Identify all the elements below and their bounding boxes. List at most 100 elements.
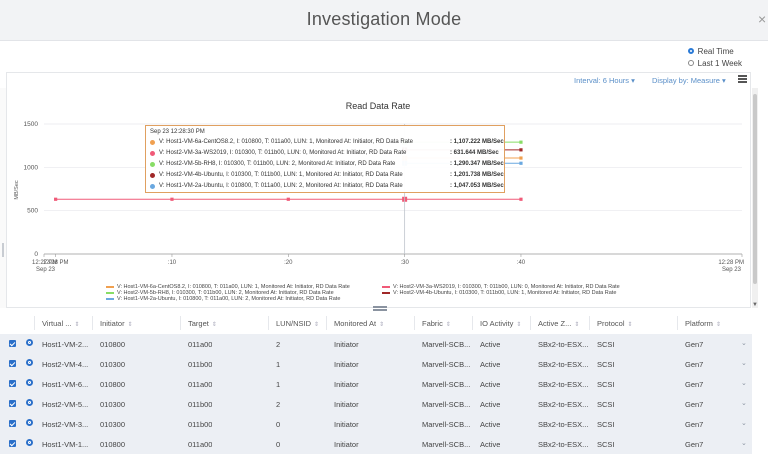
row-checkbox[interactable]	[9, 440, 16, 447]
data-point[interactable]	[519, 161, 523, 165]
legend-swatch-icon	[106, 297, 114, 300]
row-radio-icon[interactable]	[26, 419, 33, 426]
column-divider[interactable]	[92, 316, 93, 330]
column-header[interactable]: Active Z... ⇕	[538, 319, 579, 328]
scroll-down-icon[interactable]: ▼	[752, 302, 758, 308]
row-radio-icon[interactable]	[26, 399, 33, 406]
table-cell: SCSI	[597, 360, 615, 369]
column-header-label: Protocol	[597, 319, 625, 328]
table-row[interactable]: Host1-VM-6... 010800 011a00 1 Initiator Marve…	[0, 374, 752, 395]
data-point[interactable]	[519, 148, 523, 152]
scrollbar-thumb[interactable]	[753, 94, 757, 284]
sort-icon[interactable]: ⇕	[574, 322, 580, 328]
row-checkbox[interactable]	[9, 360, 16, 367]
chevron-down-icon[interactable]: ⌄	[741, 440, 747, 447]
table-cell: 011a00	[188, 440, 213, 449]
data-point[interactable]	[519, 156, 523, 160]
sort-icon[interactable]: ⇕	[314, 322, 320, 328]
sort-icon[interactable]: ⇕	[715, 322, 721, 328]
table-row[interactable]: Host2-VM-4... 010300 011b00 1 Initiator Marve…	[0, 354, 752, 375]
radio-unselected-icon[interactable]	[687, 60, 694, 66]
table-row[interactable]: Host2-VM-5... 010300 011b00 2 Initiator Marve…	[0, 394, 752, 415]
table-cell: Active	[480, 360, 501, 369]
table-cell: Host2-VM-5...	[42, 400, 89, 409]
tooltip-series-label: V: Host2-VM-5b-RH8, I: 010300, T: 011b00…	[159, 161, 396, 167]
column-divider[interactable]	[268, 316, 269, 330]
row-checkbox[interactable]	[9, 400, 16, 407]
table-row[interactable]: Host1-VM-2... 010800 011a00 2 Initiator Marve…	[0, 334, 752, 355]
table-cell: Marvell-SCB...	[422, 420, 471, 429]
column-header[interactable]: Protocol ⇕	[597, 319, 633, 328]
table-cell: 0	[276, 440, 281, 449]
data-point[interactable]	[519, 140, 523, 144]
column-header[interactable]: Fabric ⇕	[422, 319, 451, 328]
column-divider[interactable]	[589, 316, 590, 330]
series-dot-icon	[150, 162, 155, 167]
chart-scrollbar[interactable]: ▼	[752, 88, 758, 308]
legend-item[interactable]: V: Host2-VM-3a-WS2019, I: 010300, T: 011…	[382, 284, 620, 290]
sort-icon[interactable]: ⇕	[211, 322, 217, 328]
column-header[interactable]: Virtual ... ⇕	[42, 319, 80, 328]
data-point[interactable]	[54, 197, 58, 201]
tooltip-series-label: V: Host1-VM-2a-Ubuntu, I: 010800, T: 011…	[159, 183, 403, 189]
row-radio-icon[interactable]	[26, 379, 33, 386]
column-divider[interactable]	[530, 316, 531, 330]
radio-real-time[interactable]: Real Time	[687, 45, 742, 57]
title-bar: Investigation Mode ×	[0, 0, 768, 41]
data-point[interactable]	[519, 197, 523, 201]
table-cell: Marvell-SCB...	[422, 400, 471, 409]
chevron-down-icon[interactable]: ⌄	[741, 420, 747, 427]
row-radio-icon[interactable]	[26, 359, 33, 366]
column-divider[interactable]	[472, 316, 473, 330]
column-divider[interactable]	[677, 316, 678, 330]
table-cell: 010800	[100, 340, 126, 349]
row-checkbox[interactable]	[9, 340, 16, 347]
sort-icon[interactable]: ⇕	[127, 322, 133, 328]
legend-item[interactable]: V: Host1-VM-6a-CentOS8.2, I: 010800, T: …	[106, 284, 350, 290]
row-checkbox[interactable]	[9, 380, 16, 387]
column-divider[interactable]	[326, 316, 327, 330]
row-radio-icon[interactable]	[26, 439, 33, 446]
column-divider[interactable]	[414, 316, 415, 330]
chevron-down-icon[interactable]: ⌄	[741, 360, 747, 367]
sort-icon[interactable]: ⇕	[445, 322, 451, 328]
display-by-dropdown[interactable]: Display by: Measure ▾	[652, 76, 726, 85]
table-cell: SCSI	[597, 380, 615, 389]
row-checkbox[interactable]	[9, 420, 16, 427]
data-point[interactable]	[170, 197, 174, 201]
column-divider[interactable]	[180, 316, 181, 330]
legend-item[interactable]: V: Host2-VM-4b-Ubuntu, I: 010300, T: 011…	[382, 290, 616, 296]
column-divider[interactable]	[34, 316, 35, 330]
table-row[interactable]: Host1-VM-1... 010800 011a00 0 Initiator Marve…	[0, 434, 752, 455]
hamburger-icon[interactable]	[738, 75, 747, 83]
column-header[interactable]: LUN/NSID ⇕	[276, 319, 319, 328]
column-header[interactable]: Platform ⇕	[685, 319, 721, 328]
chevron-down-icon[interactable]: ⌄	[741, 400, 747, 407]
x-tick-label: 12:28 PM	[718, 260, 744, 266]
tooltip-row: V: Host1-VM-2a-Ubuntu, I: 010800, T: 011…	[150, 181, 504, 192]
column-header[interactable]: IO Activity ⇕	[480, 319, 521, 328]
table-row[interactable]: Host2-VM-3... 010300 011b00 0 Initiator Marve…	[0, 414, 752, 435]
sort-icon[interactable]: ⇕	[379, 322, 385, 328]
radio-last-week[interactable]: Last 1 Week	[687, 57, 742, 69]
resize-handle[interactable]	[2, 243, 4, 257]
legend-label: V: Host2-VM-3a-WS2019, I: 010300, T: 011…	[393, 284, 620, 290]
tooltip-row: V: Host2-VM-4b-Ubuntu, I: 010300, T: 011…	[150, 170, 504, 181]
column-header[interactable]: Target ⇕	[188, 319, 217, 328]
column-header[interactable]: Monitored At ⇕	[334, 319, 384, 328]
chevron-down-icon[interactable]: ⌄	[741, 340, 747, 347]
chevron-down-icon[interactable]: ⌄	[741, 380, 747, 387]
x-tick-sublabel: Sep 23	[722, 267, 742, 273]
interval-dropdown[interactable]: Interval: 6 Hours ▾	[574, 76, 635, 85]
close-icon[interactable]: ×	[758, 11, 767, 27]
legend-item[interactable]: V: Host1-VM-2a-Ubuntu, I: 010800, T: 011…	[106, 296, 340, 302]
legend-item[interactable]: V: Host2-VM-5b-RH8, I: 010300, T: 011b00…	[106, 290, 334, 296]
sort-icon[interactable]: ⇕	[627, 322, 633, 328]
radio-selected-icon[interactable]	[687, 48, 694, 54]
x-tick-label: :20	[284, 260, 293, 266]
data-point[interactable]	[286, 197, 290, 201]
row-radio-icon[interactable]	[26, 339, 33, 346]
sort-icon[interactable]: ⇕	[74, 322, 80, 328]
sort-icon[interactable]: ⇕	[516, 322, 522, 328]
column-header[interactable]: Initiator ⇕	[100, 319, 133, 328]
